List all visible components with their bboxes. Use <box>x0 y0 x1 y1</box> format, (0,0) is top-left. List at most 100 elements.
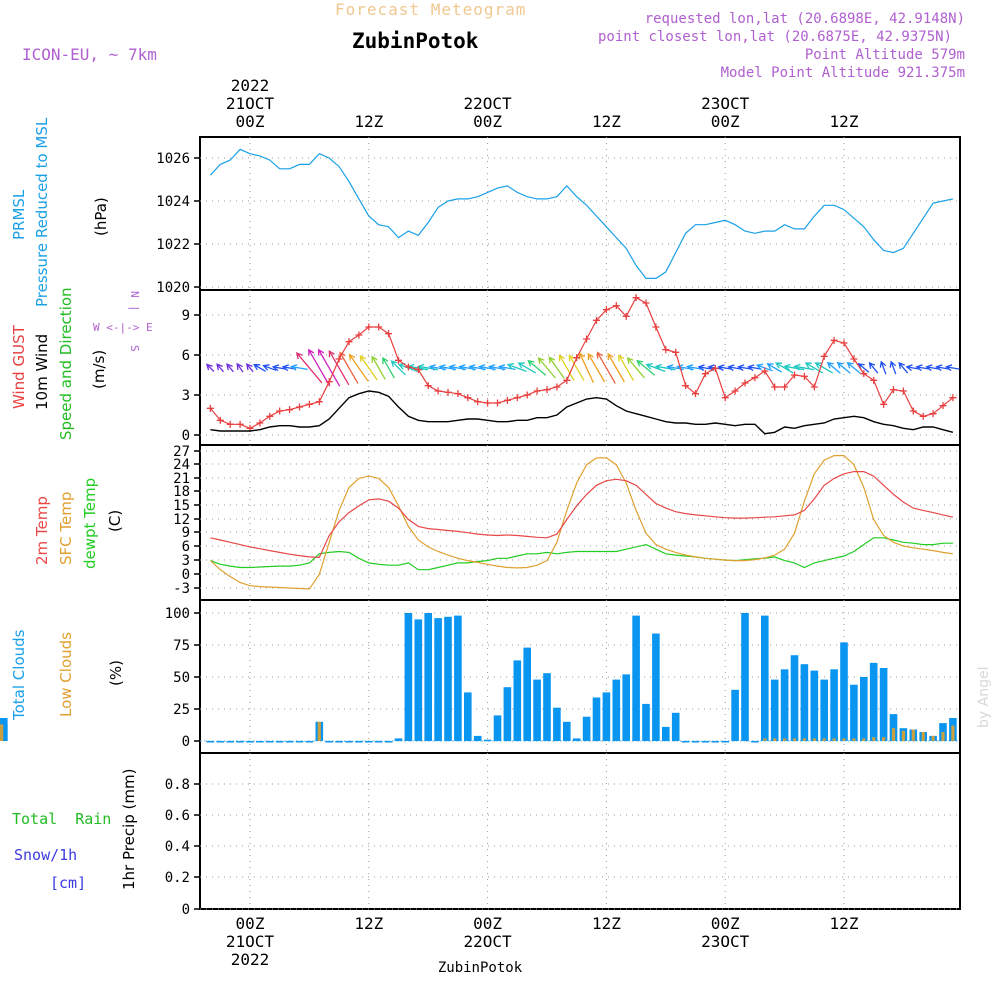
gust-point <box>919 412 927 420</box>
panel-frame-temp <box>199 444 961 601</box>
ytick-label-precip: 0.6 <box>165 808 190 824</box>
gust-point <box>355 331 363 339</box>
total-cloud-bar <box>820 679 828 741</box>
wind-arrow <box>245 363 254 373</box>
ytick-label-pressure: 1020 <box>156 280 190 296</box>
total-cloud-bar <box>879 668 888 741</box>
wind-arrow <box>717 364 732 372</box>
time-label: 12Z <box>354 112 383 131</box>
gust-point <box>404 363 412 371</box>
compass-bar: | <box>128 305 141 312</box>
snow-label: Snow/1h <box>14 846 77 864</box>
wind-arrow <box>271 364 287 372</box>
snow-unit-label: [cm] <box>50 874 86 892</box>
time-label: 00Z <box>236 914 265 933</box>
wind-arrow <box>737 364 752 372</box>
total-cloud-bar <box>761 615 769 741</box>
wind-arrow <box>645 363 666 373</box>
wind-arrow <box>935 364 950 372</box>
wind-arrow <box>889 360 897 375</box>
ytick-label-temp: 24 <box>173 457 190 473</box>
wind-arrow <box>879 360 887 375</box>
wind-arrow <box>654 363 676 371</box>
pressure-series <box>209 148 954 279</box>
wind-arrow <box>905 364 920 372</box>
low-cloud-bar <box>783 738 787 741</box>
low-cloud-bar <box>941 732 945 741</box>
total-cloud-bar <box>226 741 234 743</box>
wind-arrow <box>636 359 656 376</box>
temp-labels: 2m Temp SFC Temp dewpt Temp (C) <box>33 478 124 569</box>
low-cloud-bar <box>832 738 836 741</box>
panel-frame-precip <box>199 752 961 910</box>
time-label: 00Z <box>473 112 502 131</box>
wind-arrow <box>506 363 527 373</box>
gust-point <box>434 387 442 395</box>
forecast-meteogram-title: Forecast Meteogram <box>335 0 526 19</box>
total-cloud-bar <box>444 616 452 741</box>
low-cloud-bar <box>931 735 935 741</box>
wind-arrow <box>945 364 960 372</box>
model-label: ICON-EU, ~ 7km <box>22 45 157 64</box>
total-cloud-bar <box>256 741 264 743</box>
gust-point <box>870 376 878 384</box>
wind-arrow <box>359 354 378 381</box>
wind-arrow <box>205 363 215 372</box>
gust-point <box>444 388 452 396</box>
gust-point <box>583 335 591 343</box>
total-cloud-bar <box>206 741 215 743</box>
clouds-unit: (%) <box>107 660 125 686</box>
ytick-label-wind: 3 <box>182 388 190 404</box>
gust-point <box>781 383 789 391</box>
total-cloud-bar <box>810 670 819 741</box>
ytick-label-wind: 6 <box>182 348 190 364</box>
time-label: 12Z <box>592 914 621 933</box>
total-clouds-label: Total Clouds <box>10 629 28 721</box>
time-label: 21OCT <box>226 932 275 951</box>
total-cloud-bar <box>602 692 611 741</box>
gust-point <box>345 338 353 346</box>
time-label: 2022 <box>231 950 270 969</box>
total-cloud-bar <box>721 741 729 743</box>
total-cloud-bar <box>731 689 739 741</box>
total-cloud-bar <box>394 738 403 741</box>
gust-point <box>820 352 828 360</box>
total-cloud-bar <box>662 726 670 741</box>
gust-point <box>464 394 472 402</box>
wind-arrow <box>793 363 815 371</box>
total-cloud-bar <box>563 721 571 741</box>
dewpt-line <box>210 537 953 571</box>
total-cloud-bar <box>780 669 789 741</box>
low-cloud-bar <box>812 738 816 741</box>
gust-point <box>890 386 897 394</box>
wind-arrow <box>318 348 341 387</box>
gust-point <box>860 370 868 378</box>
total-cloud-bar <box>790 655 799 741</box>
wind-arrow <box>727 364 742 372</box>
wind-direction-arrows <box>205 348 960 387</box>
closest-coords: point closest lon,lat (20.6875E, 42.9375… <box>598 29 952 45</box>
gust-point <box>761 367 769 375</box>
total-cloud-bar <box>404 613 413 741</box>
footer-location: ZubinPotok <box>438 960 523 976</box>
total-cloud-bar <box>889 714 898 741</box>
total-cloud-bar <box>582 716 591 741</box>
total-cloud-bar <box>543 673 551 741</box>
low-cloud-bar <box>842 738 846 741</box>
total-cloud-bar <box>701 741 710 743</box>
pressure-labels: PRMSL Pressure Reduced to MSL (hPa) <box>10 117 110 307</box>
wind-arrow <box>308 348 331 387</box>
time-label: 12Z <box>354 914 383 933</box>
ytick-label-pressure: 1024 <box>156 194 190 210</box>
wind-arrow <box>296 352 323 384</box>
watermark: by Angel <box>976 667 992 728</box>
gust-point <box>533 387 541 395</box>
wind-arrow <box>226 363 234 373</box>
total-cloud-bar <box>345 741 353 743</box>
low-cloud-bar <box>802 738 806 741</box>
wind-arrow <box>527 359 547 376</box>
low-clouds-label: Low Clouds <box>57 632 75 717</box>
total-cloud-bar <box>642 703 650 741</box>
total-cloud-bar <box>632 615 640 741</box>
